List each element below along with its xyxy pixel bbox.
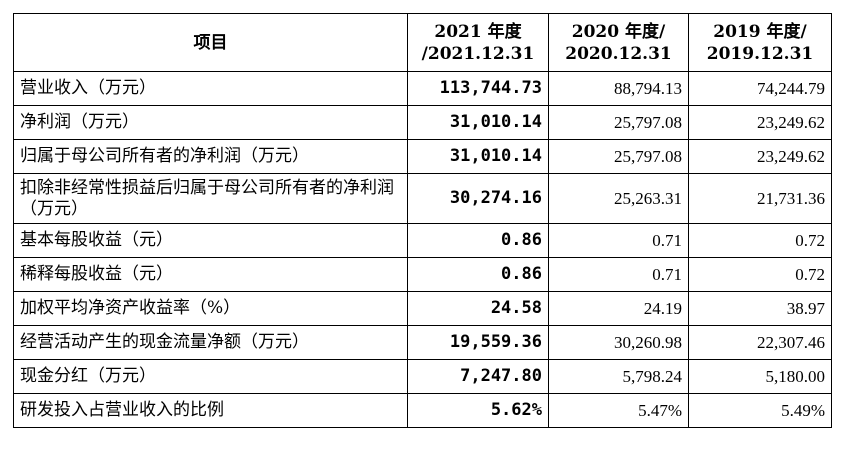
value-2020: 5.47% — [548, 393, 689, 428]
table-row: 加权平均净资产收益率（%） 24.58 24.19 38.97 — [13, 291, 832, 326]
value-2020: 5,798.24 — [548, 359, 689, 394]
header-item: 项目 — [13, 13, 408, 72]
header-2021-line2: /2021.12.31 — [421, 43, 535, 64]
value-2019: 74,244.79 — [688, 71, 832, 106]
value-2021: 19,559.36 — [407, 325, 549, 360]
value-2020: 30,260.98 — [548, 325, 689, 360]
table-row: 基本每股收益（元） 0.86 0.71 0.72 — [13, 223, 832, 258]
value-2019: 0.72 — [688, 257, 832, 292]
value-2019: 22,307.46 — [688, 325, 832, 360]
table-row: 经营活动产生的现金流量净额（万元） 19,559.36 30,260.98 22… — [13, 325, 832, 360]
value-2020: 25,797.08 — [548, 139, 689, 174]
row-label: 经营活动产生的现金流量净额（万元） — [13, 325, 408, 360]
value-2021: 31,010.14 — [407, 139, 549, 174]
row-label: 归属于母公司所有者的净利润（万元） — [13, 139, 408, 174]
header-2020: 2020 年度/ 2020.12.31 — [548, 13, 689, 72]
value-2021: 113,744.73 — [407, 71, 549, 106]
row-label: 稀释每股收益（元） — [13, 257, 408, 292]
row-label: 现金分红（万元） — [13, 359, 408, 394]
value-2021: 0.86 — [407, 257, 549, 292]
table-row: 稀释每股收益（元） 0.86 0.71 0.72 — [13, 257, 832, 292]
value-2021: 0.86 — [407, 223, 549, 258]
value-2021: 5.62% — [407, 393, 549, 428]
value-2020: 25,797.08 — [548, 105, 689, 140]
table-row: 扣除非经常性损益后归属于母公司所有者的净利润（万元） 30,274.16 25,… — [13, 173, 832, 224]
value-2020: 24.19 — [548, 291, 689, 326]
header-2019-line2: 2019.12.31 — [706, 43, 814, 64]
value-2019: 38.97 — [688, 291, 832, 326]
header-2019: 2019 年度/ 2019.12.31 — [688, 13, 832, 72]
value-2020: 0.71 — [548, 223, 689, 258]
value-2020: 88,794.13 — [548, 71, 689, 106]
row-label: 净利润（万元） — [13, 105, 408, 140]
table-row: 研发投入占营业收入的比例 5.62% 5.47% 5.49% — [13, 393, 832, 428]
table-row: 归属于母公司所有者的净利润（万元） 31,010.14 25,797.08 23… — [13, 139, 832, 174]
row-label: 扣除非经常性损益后归属于母公司所有者的净利润（万元） — [13, 173, 408, 224]
value-2019: 21,731.36 — [688, 173, 832, 224]
header-2019-line1: 2019 年度/ — [713, 21, 807, 42]
header-2020-line2: 2020.12.31 — [565, 43, 672, 64]
value-2019: 5,180.00 — [688, 359, 832, 394]
header-row: 项目 2021 年度 /2021.12.31 2020 年度/ 2020.12.… — [13, 13, 832, 72]
header-2021: 2021 年度 /2021.12.31 — [407, 13, 549, 72]
header-2020-line1: 2020 年度/ — [571, 21, 666, 42]
value-2019: 5.49% — [688, 393, 832, 428]
row-label: 基本每股收益（元） — [13, 223, 408, 258]
financial-summary-table-container: 项目 2021 年度 /2021.12.31 2020 年度/ 2020.12.… — [13, 13, 832, 428]
financial-summary-table: 项目 2021 年度 /2021.12.31 2020 年度/ 2020.12.… — [13, 13, 832, 428]
table-row: 营业收入（万元） 113,744.73 88,794.13 74,244.79 — [13, 71, 832, 106]
value-2019: 0.72 — [688, 223, 832, 258]
table-row: 现金分红（万元） 7,247.80 5,798.24 5,180.00 — [13, 359, 832, 394]
value-2021: 30,274.16 — [407, 173, 549, 224]
value-2019: 23,249.62 — [688, 139, 832, 174]
row-label: 营业收入（万元） — [13, 71, 408, 106]
value-2021: 24.58 — [407, 291, 549, 326]
value-2019: 23,249.62 — [688, 105, 832, 140]
value-2020: 25,263.31 — [548, 173, 689, 224]
value-2020: 0.71 — [548, 257, 689, 292]
row-label: 研发投入占营业收入的比例 — [13, 393, 408, 428]
table-row: 净利润（万元） 31,010.14 25,797.08 23,249.62 — [13, 105, 832, 140]
header-2021-line1: 2021 年度 — [434, 21, 522, 42]
value-2021: 31,010.14 — [407, 105, 549, 140]
value-2021: 7,247.80 — [407, 359, 549, 394]
row-label: 加权平均净资产收益率（%） — [13, 291, 408, 326]
